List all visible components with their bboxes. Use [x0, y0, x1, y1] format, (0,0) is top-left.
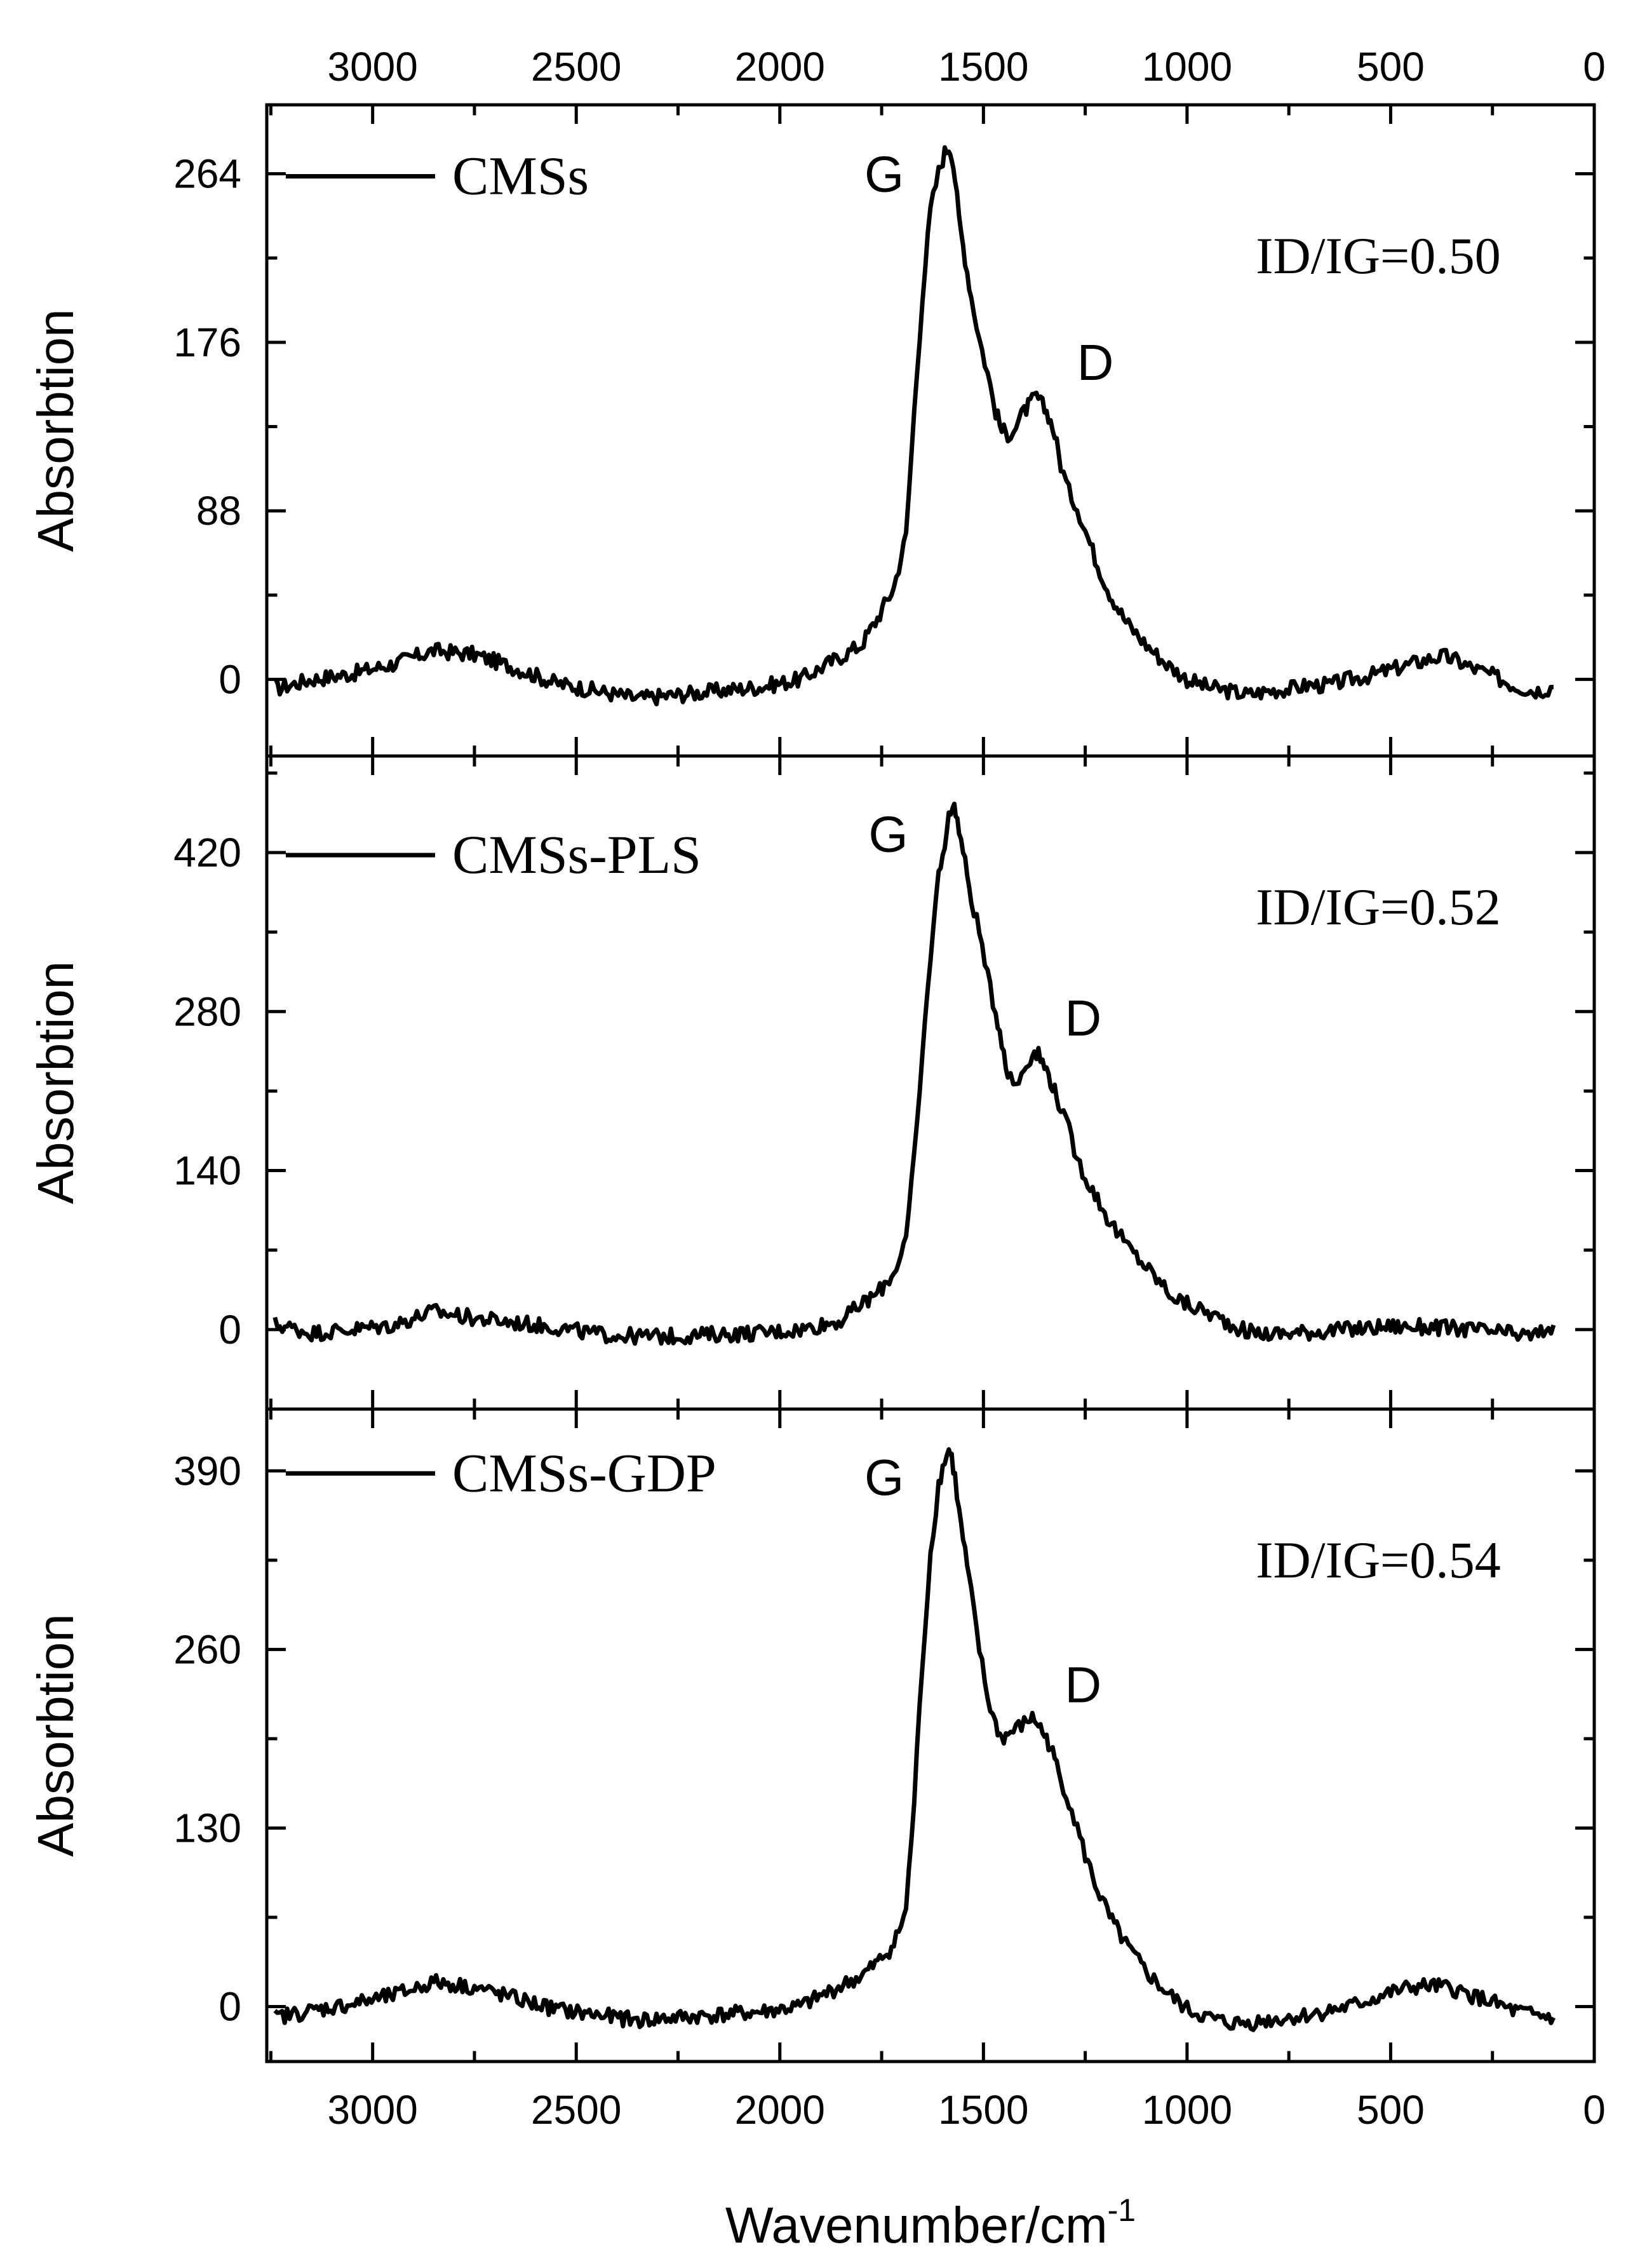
y-tick-label: 420 [173, 830, 241, 875]
y-tick-label: 390 [173, 1448, 241, 1494]
y-tick-label: 130 [173, 1805, 241, 1851]
x-tick-label: 0 [1583, 2087, 1606, 2133]
y-tick-label: 280 [173, 989, 241, 1034]
x-tick-label: 500 [1357, 2087, 1425, 2133]
peak-label-G: G [864, 145, 904, 202]
y-tick-label: 176 [173, 320, 241, 365]
x-tick-label: 1000 [1142, 2087, 1232, 2133]
legend-label: CMSs-GDP [452, 1442, 716, 1503]
id-ig-ratio-label: ID/IG=0.54 [1256, 1531, 1501, 1589]
y-axis-title: Absorbtion [27, 961, 84, 1204]
x-axis-title: Wavenumber/cm-1 [725, 2192, 1136, 2253]
id-ig-ratio-label: ID/IG=0.50 [1256, 227, 1501, 285]
y-axis-title: Absorbtion [27, 1614, 84, 1856]
x-tick-label-top: 500 [1357, 44, 1425, 90]
peak-label-D: D [1065, 1656, 1101, 1713]
peak-label-D: D [1065, 990, 1101, 1046]
x-tick-label-top: 3000 [327, 44, 417, 90]
x-tick-label: 2500 [531, 2087, 621, 2133]
peak-label-D: D [1077, 334, 1114, 391]
y-tick-label: 0 [218, 656, 241, 702]
spectrum-line-middle [272, 801, 1556, 1346]
y-tick-label: 0 [218, 1307, 241, 1353]
x-tick-label: 1500 [938, 2087, 1028, 2133]
y-tick-label: 0 [218, 1984, 241, 2030]
panel-bottom: 0 130 260 390 Absorbtion 3000 2500 2000 1500 1000… [27, 1407, 1606, 2253]
id-ig-ratio-label: ID/IG=0.52 [1256, 878, 1501, 936]
y-tick-label: 88 [196, 488, 241, 534]
x-tick-label: 2000 [735, 2087, 825, 2133]
legend-label: CMSs-PLS [452, 824, 701, 885]
legend-label: CMSs [452, 145, 589, 206]
y-axis-title: Absorbtion [27, 309, 84, 551]
spectrum-line-top [274, 145, 1554, 706]
x-tick-label-top: 1000 [1142, 44, 1232, 90]
peak-label-G: G [868, 806, 908, 862]
x-tick-label-top: 2500 [531, 44, 621, 90]
y-tick-label: 264 [173, 151, 241, 197]
panel-middle: 0 140 280 420 Absorbtion CMSs-PLS G D ID/IG=0.52 [27, 754, 1596, 1411]
panel-top: 0 88 176 264 Absorbtion 3000 2500 2000 1500 1000 5… [27, 44, 1606, 758]
spectrum-line-bottom [273, 1447, 1556, 2032]
x-tick-label-top: 2000 [735, 44, 825, 90]
plot-frame [265, 1407, 1596, 2063]
x-tick-label-top: 0 [1583, 44, 1606, 90]
x-tick-label: 3000 [327, 2087, 417, 2133]
x-tick-label-top: 1500 [938, 44, 1028, 90]
peak-label-G: G [864, 1449, 904, 1506]
y-tick-label: 140 [173, 1148, 241, 1194]
y-tick-label: 260 [173, 1626, 241, 1672]
